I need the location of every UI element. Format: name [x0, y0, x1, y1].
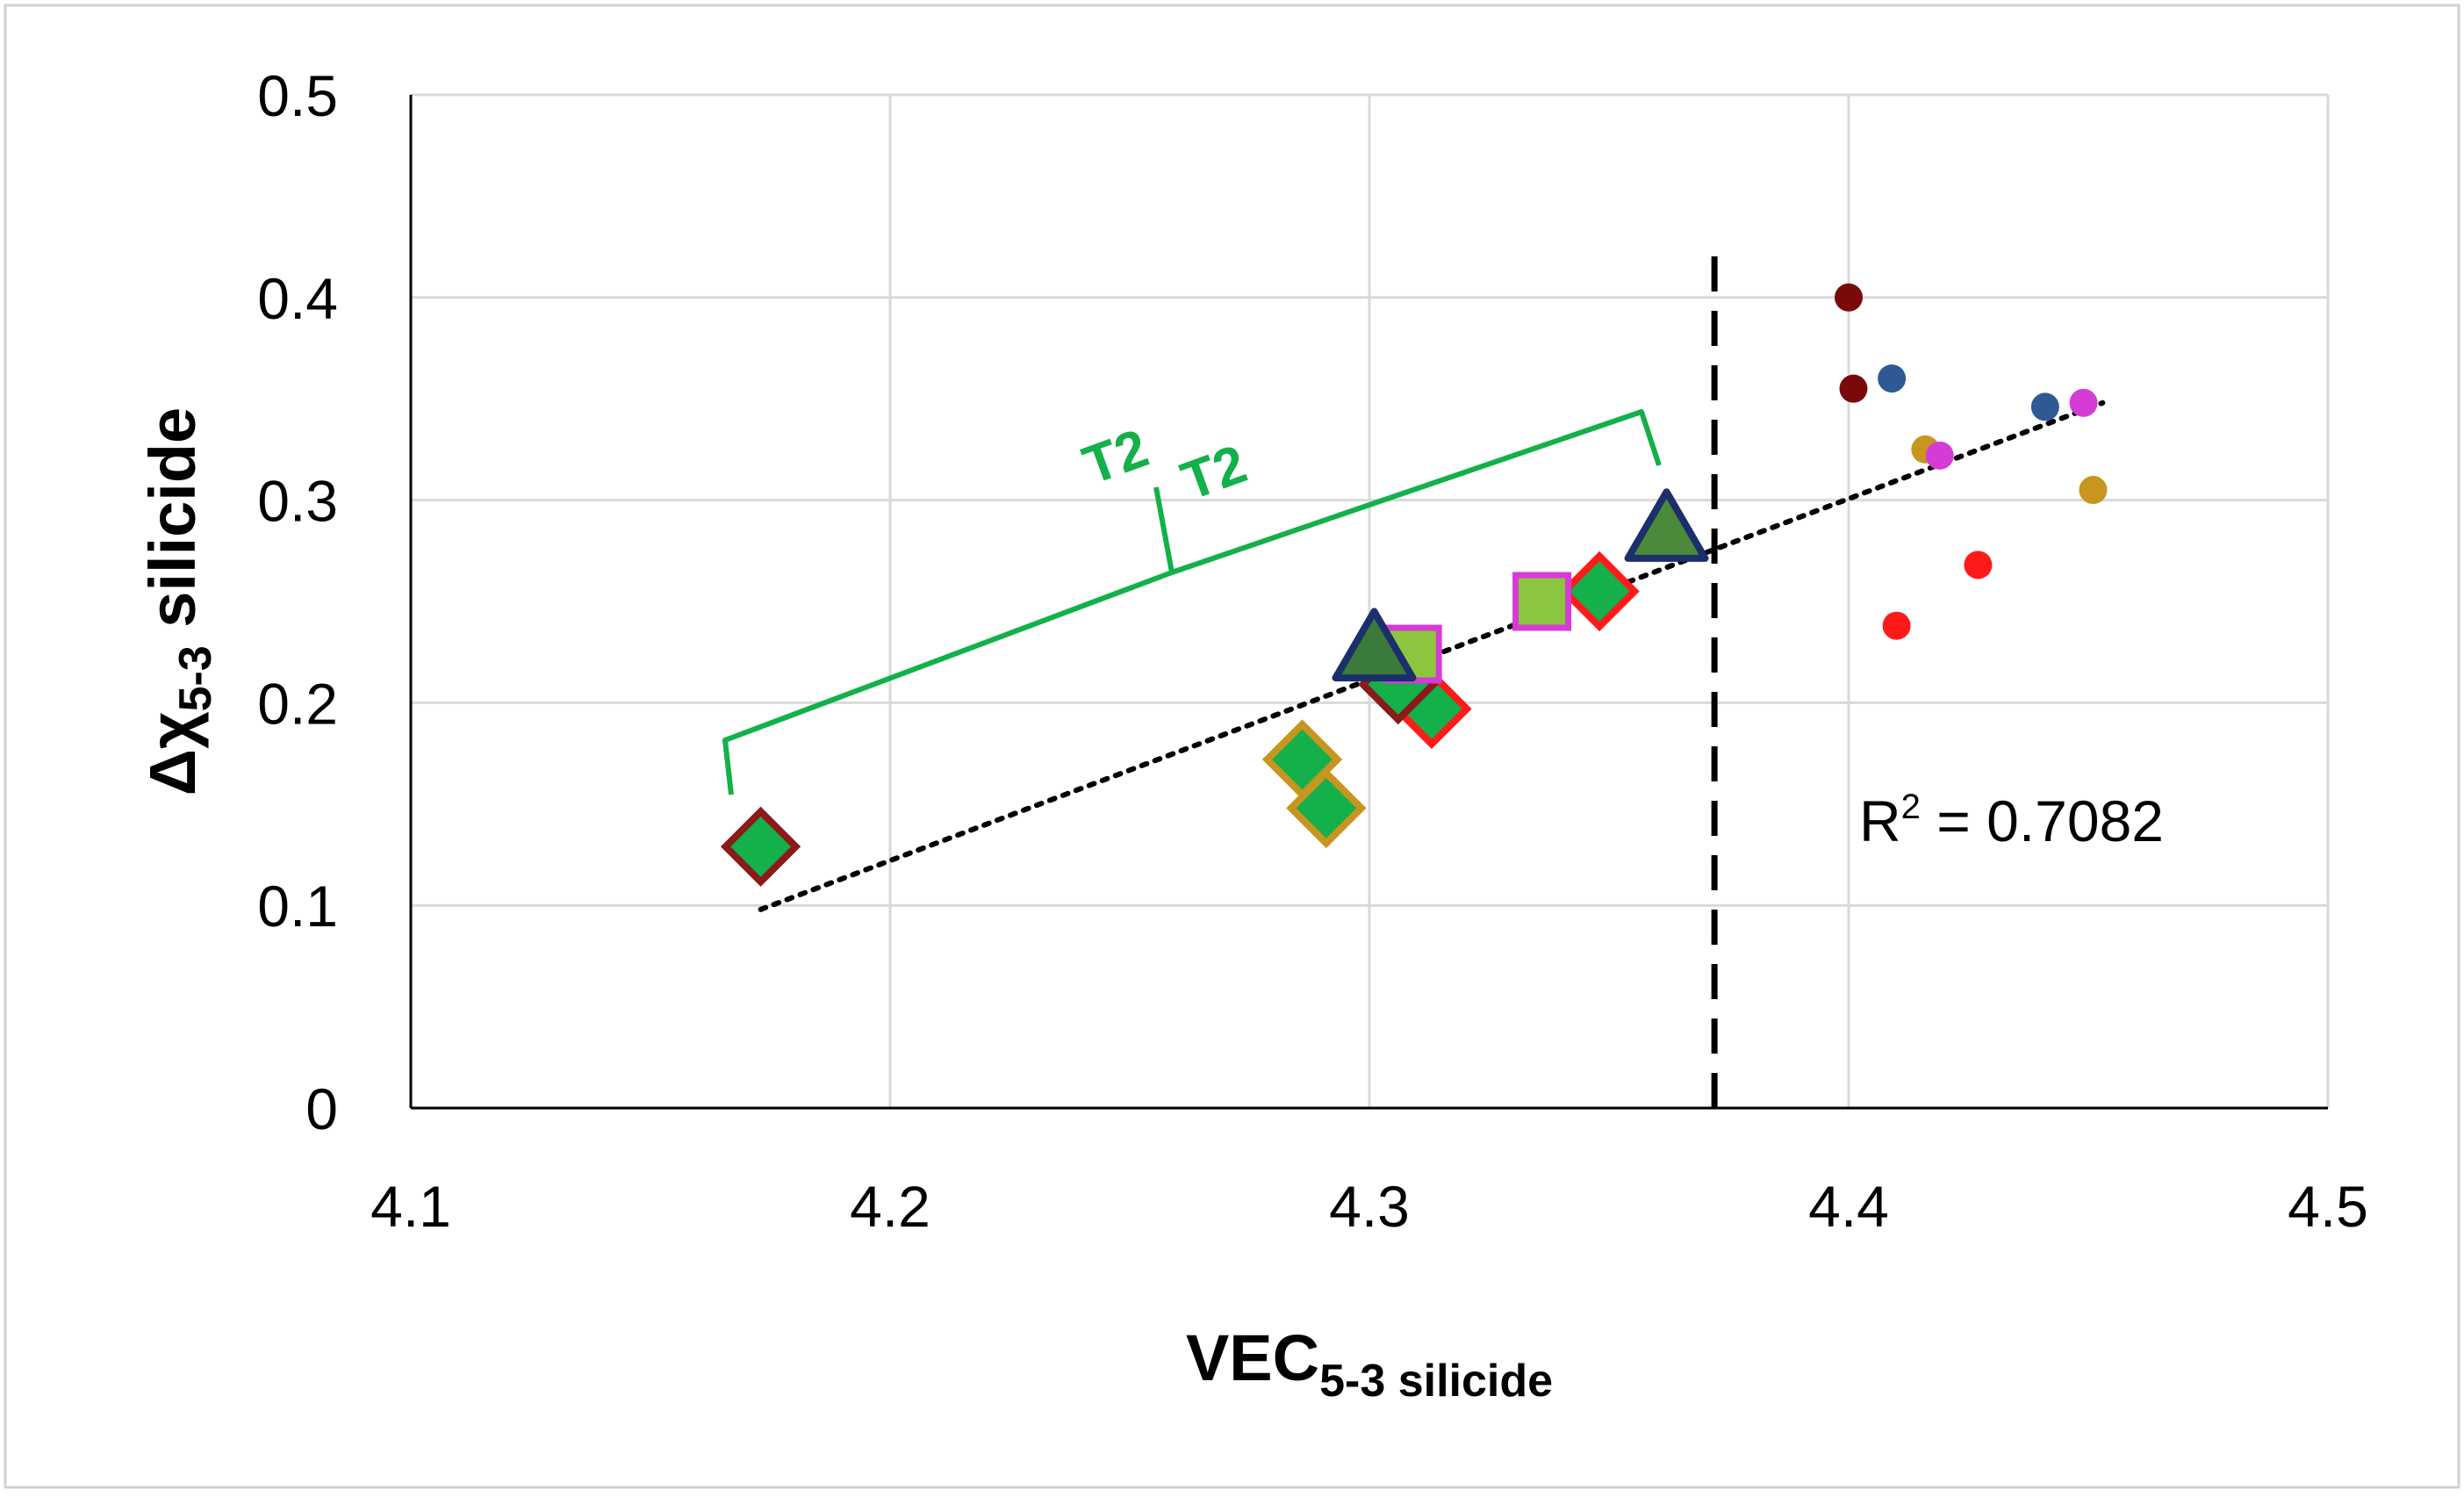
- y-axis-title: Δχ5-3 silicide: [136, 407, 221, 795]
- t2-bracket-path: [722, 409, 1662, 795]
- y-tick-label: 0.2: [257, 671, 338, 736]
- x-axis-title: VEC5-3 silicide: [1186, 1321, 1553, 1407]
- x-tick-label: 4.1: [370, 1174, 451, 1239]
- r-squared-prefix: R: [1859, 788, 1901, 853]
- circle-marker: [1835, 283, 1863, 312]
- circle-marker: [1882, 611, 1911, 640]
- axes: [409, 95, 2328, 1110]
- circle-marker: [2069, 388, 2098, 417]
- grid-lines: [411, 93, 2330, 1108]
- t2-bracket: [722, 409, 1662, 795]
- triangle-marker: [1624, 488, 1709, 562]
- x-tick-label: 4.2: [850, 1174, 930, 1239]
- diamond-marker: [1559, 551, 1640, 632]
- diamond-marker: [720, 806, 801, 887]
- circle-marker: [1839, 374, 1868, 403]
- data-markers: [720, 283, 2108, 887]
- r-squared-label: R2 = 0.7082: [1859, 788, 2164, 853]
- y-axis-title-suffix: silicide: [136, 407, 209, 645]
- y-tick-label: 0: [305, 1076, 338, 1141]
- circle-marker: [2079, 476, 2108, 505]
- y-tick-label: 0.5: [257, 63, 338, 128]
- circle-marker: [2030, 392, 2059, 421]
- chart-frame: [4, 4, 2460, 1489]
- x-tick-label: 4.5: [2288, 1174, 2368, 1239]
- diamond-marker: [1286, 767, 1367, 849]
- y-axis-title-sub: 5-3: [170, 645, 221, 711]
- y-tick-label: 0.1: [257, 874, 338, 939]
- y-tick-label: 0.3: [257, 469, 338, 534]
- x-tick-label: 4.3: [1329, 1174, 1410, 1239]
- square-marker: [1512, 572, 1572, 631]
- y-tick-label: 0.4: [257, 266, 338, 331]
- r-squared-sup: 2: [1901, 788, 1921, 826]
- x-axis-title-main: VEC: [1186, 1321, 1319, 1394]
- circle-marker: [1878, 364, 1907, 393]
- circle-marker: [1964, 551, 1993, 579]
- triangle-marker: [1332, 608, 1417, 682]
- y-axis-title-main: Δχ: [136, 711, 209, 795]
- circle-marker: [1925, 441, 1954, 470]
- x-tick-label: 4.4: [1808, 1174, 1889, 1239]
- r-squared-value: = 0.7082: [1921, 788, 2164, 853]
- x-axis-title-sub: 5-3 silicide: [1319, 1356, 1553, 1407]
